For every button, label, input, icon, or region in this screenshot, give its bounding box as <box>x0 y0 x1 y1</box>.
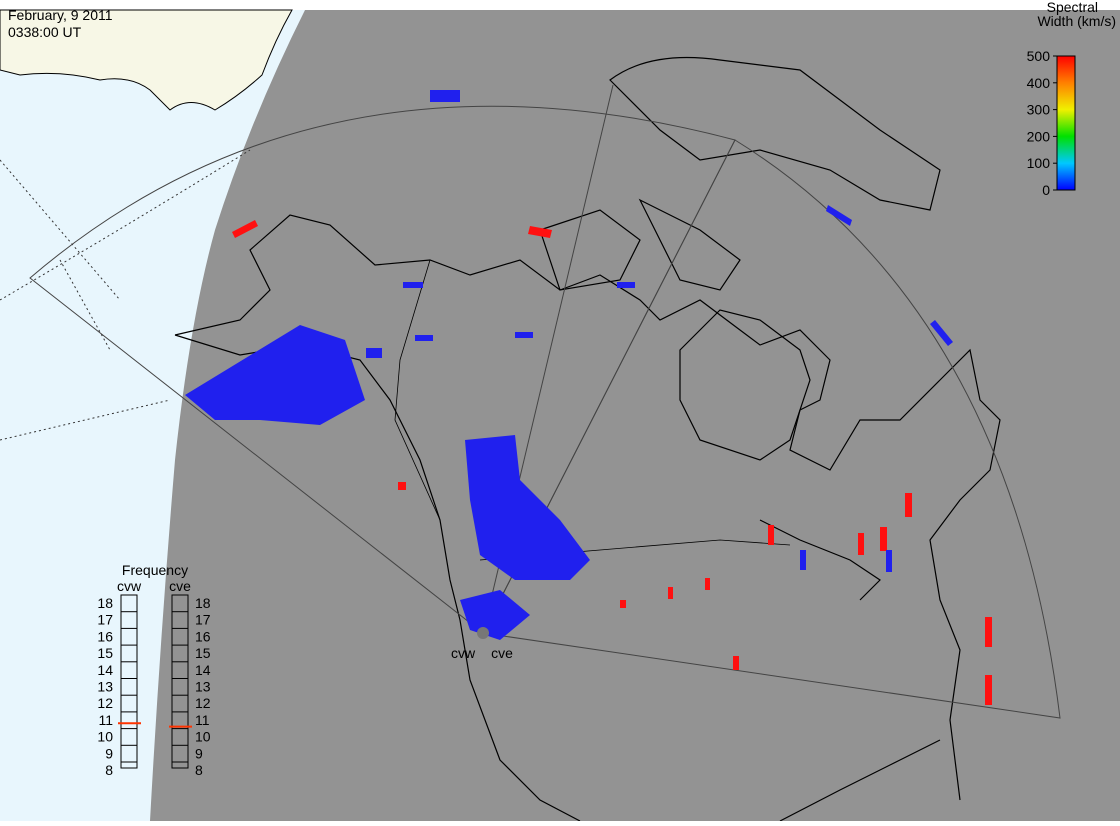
frequency-tick-label: 12 <box>97 695 113 711</box>
frequency-box <box>171 594 189 769</box>
colorbar-title: Spectral <box>1047 0 1098 15</box>
frequency-tick-label: 17 <box>195 612 211 628</box>
day-side <box>0 10 305 821</box>
frequency-tick-label: 12 <box>195 695 211 711</box>
radar-name: cve <box>169 578 191 594</box>
frequency-tick-label: 15 <box>97 645 113 661</box>
site-label: cvw <box>451 645 476 661</box>
land-day <box>0 9 293 111</box>
time: 0338:00 UT <box>8 24 82 40</box>
colorbar-tick-label: 200 <box>1027 128 1051 144</box>
frequency-tick-label: 14 <box>97 662 113 678</box>
scatter-cell <box>930 320 953 346</box>
radar-name: cvw <box>117 578 142 594</box>
frequency-box <box>120 594 138 769</box>
scatter-patch <box>465 435 590 580</box>
frequency-tick-label: 9 <box>195 745 203 761</box>
backscatter <box>185 90 992 705</box>
frequency-tick-label: 13 <box>97 679 113 695</box>
scatter-cell <box>430 90 460 102</box>
colorbar-tick-label: 100 <box>1027 155 1051 171</box>
frequency-tick-label: 8 <box>195 762 203 778</box>
scatter-cells-blue <box>366 282 892 572</box>
frequency-tick-label: 13 <box>195 679 211 695</box>
date: February, 9 2011 <box>8 7 113 23</box>
scatter-cell <box>232 220 258 238</box>
frequency-tick-label: 16 <box>97 628 113 644</box>
scatter-patch <box>185 325 365 425</box>
scatter-cells-red <box>398 482 992 705</box>
frequency-tick-label: 15 <box>195 645 211 661</box>
scatter-cell <box>528 226 552 238</box>
frequency-tick-label: 17 <box>97 612 113 628</box>
frequency-tick-label: 14 <box>195 662 211 678</box>
colorbar-tick-label: 300 <box>1027 102 1051 118</box>
colorbar-title: Width (km/s) <box>1037 13 1116 29</box>
frequency-tick-label: 18 <box>97 595 113 611</box>
colorbar-tick-label: 500 <box>1027 48 1051 64</box>
colorbar <box>1056 55 1076 191</box>
frequency-tick-label: 16 <box>195 628 211 644</box>
frequency-tick-label: 11 <box>195 712 210 728</box>
frequency-tick-label: 9 <box>105 745 113 761</box>
frequency-tick-label: 11 <box>98 712 113 728</box>
frequency-title: Frequency <box>122 562 188 578</box>
site-label: cve <box>491 645 513 661</box>
graticule <box>0 149 251 441</box>
frequency-tick-label: 10 <box>97 729 113 745</box>
scatter-cell <box>826 205 852 226</box>
coastlines <box>174 56 1001 822</box>
frequency-tick-label: 8 <box>105 762 113 778</box>
radar-site <box>477 627 489 639</box>
scatter-patch <box>460 590 530 640</box>
frequency-tick-label: 18 <box>195 595 211 611</box>
colorbar-tick-label: 400 <box>1027 75 1051 91</box>
colorbar-tick-label: 0 <box>1042 182 1050 198</box>
frequency-tick-label: 10 <box>195 729 211 745</box>
